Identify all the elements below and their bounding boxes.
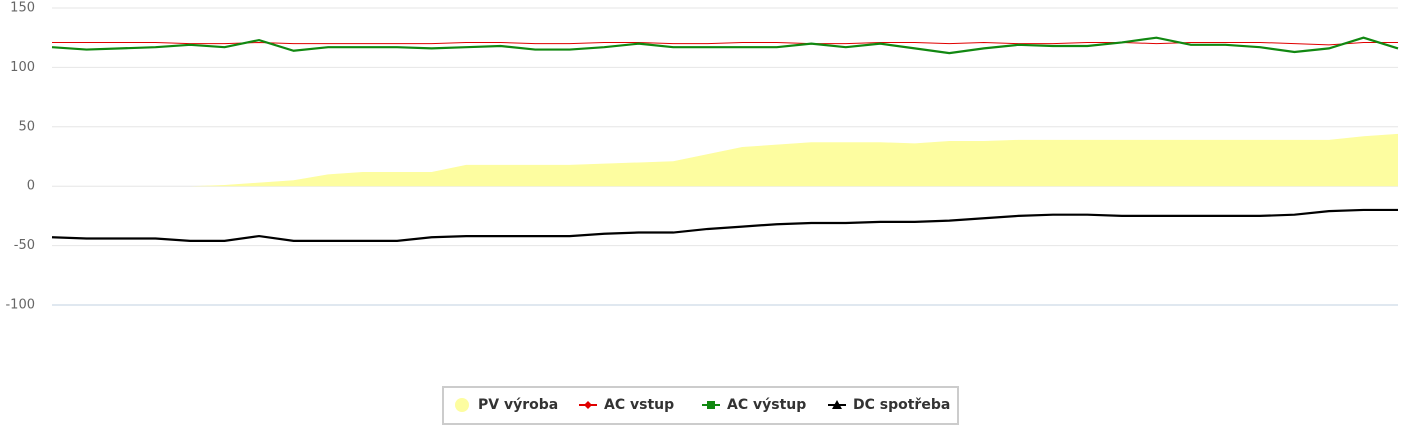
line xyxy=(51,36,1399,55)
legend-label[interactable]: PV výroba xyxy=(478,397,558,413)
legend-label[interactable]: DC spotřeba xyxy=(853,397,950,413)
line xyxy=(51,208,1398,242)
y-tick-label: 150 xyxy=(10,1,35,16)
y-tick-label: 0 xyxy=(27,179,35,194)
legend-marker xyxy=(832,400,842,409)
legend-label[interactable]: AC výstup xyxy=(727,397,806,413)
y-tick-label: 50 xyxy=(18,119,35,134)
legend-label[interactable]: AC vstup xyxy=(604,397,674,413)
legend-marker xyxy=(584,401,592,409)
line xyxy=(52,41,1398,46)
y-tick-label: 100 xyxy=(10,60,35,75)
legend-box xyxy=(442,386,959,425)
y-tick-label: -50 xyxy=(14,238,35,253)
legend-marker xyxy=(455,398,469,412)
area xyxy=(52,133,1398,187)
y-tick-label: -100 xyxy=(5,298,35,313)
legend-marker xyxy=(707,401,715,409)
